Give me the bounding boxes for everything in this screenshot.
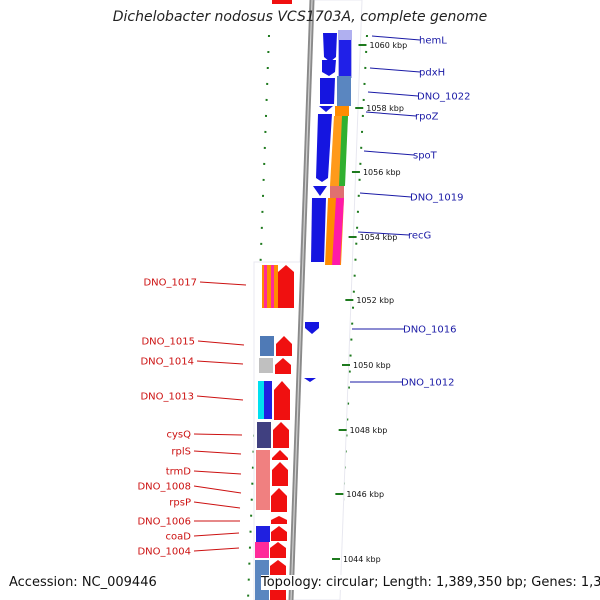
- kbp-label: 1058 kbp: [366, 104, 404, 113]
- gene-label-DNO_1022: DNO_1022: [417, 92, 471, 103]
- gene-label-DNO_1014: DNO_1014: [140, 357, 194, 368]
- gene-label-rpoZ: rpoZ: [415, 112, 439, 123]
- feature-DNO_1015: [276, 336, 292, 356]
- feature-DNO_1016: [305, 322, 319, 334]
- feature-DNO_1019: [313, 186, 327, 196]
- gene-label-rplS: rplS: [171, 447, 191, 458]
- gene-label-trmD: trmD: [166, 467, 192, 478]
- leader-line: [193, 532, 240, 537]
- gene-label-recG: recG: [408, 231, 431, 242]
- gene-label-spoT: spoT: [413, 151, 438, 162]
- kbp-label: 1048 kbp: [350, 426, 388, 435]
- gene-label-DNO_1017: DNO_1017: [143, 278, 197, 289]
- leader-line: [193, 450, 242, 455]
- feature-DNO_1014: [275, 358, 291, 374]
- leader-line: [359, 192, 412, 198]
- gene-label-DNO_1008: DNO_1008: [137, 482, 191, 493]
- feature-pdxH: [322, 60, 336, 76]
- gene-label-hemL: hemL: [419, 36, 447, 47]
- leader-line: [193, 470, 242, 475]
- feature-rpoZ: [319, 106, 333, 112]
- gene-label-coaD: coaD: [166, 532, 192, 543]
- feature-rpsP: [271, 516, 287, 524]
- leader-line: [369, 67, 421, 73]
- leader-line: [367, 91, 419, 97]
- feature-DNO_1012: [304, 378, 316, 382]
- leader-line: [193, 433, 243, 436]
- leader-line: [196, 395, 244, 401]
- feature-spoT: [316, 114, 332, 182]
- gene-label-DNO_1012: DNO_1012: [401, 378, 455, 389]
- leader-line: [365, 111, 417, 117]
- feature-coaD: [270, 542, 286, 558]
- feature-hemL: [323, 33, 337, 62]
- gene-label-DNO_1004: DNO_1004: [137, 547, 191, 558]
- gene-label-DNO_1019: DNO_1019: [410, 193, 464, 204]
- gene-labels-left: DNO_1017 DNO_1015 DNO_1014 DNO_1013 cysQ rplS…: [137, 278, 247, 558]
- leader-line: [193, 547, 240, 552]
- gene-label-DNO_1006: DNO_1006: [137, 517, 191, 528]
- kbp-label: 1056 kbp: [363, 168, 401, 177]
- kbp-label: 1054 kbp: [360, 233, 398, 242]
- feature-DNO_1008: [271, 488, 287, 512]
- leader-line: [199, 281, 247, 286]
- gene-label-DNO_1013: DNO_1013: [140, 392, 194, 403]
- kbp-label: 1050 kbp: [353, 361, 391, 370]
- left-strand-features: [255, 0, 294, 600]
- leader-line: [197, 340, 245, 346]
- feature-DNO_1006: [271, 526, 287, 541]
- gene-labels-right: hemL pdxH DNO_1022 rpoZ spoT DNO_1019 recG DNO_…: [350, 36, 471, 389]
- feature-trmD: [272, 462, 288, 486]
- genome-backbone: [288, 0, 315, 600]
- right-strand-features: [304, 30, 352, 382]
- leader-line: [196, 360, 244, 365]
- kbp-label: 1044 kbp: [343, 555, 381, 564]
- gene-label-cysQ: cysQ: [167, 430, 192, 441]
- feature-recG: [311, 198, 326, 262]
- accession-text: Accession: NC_009446: [9, 575, 157, 590]
- kbp-label: 1060 kbp: [369, 41, 407, 50]
- kbp-label: 1052 kbp: [356, 296, 394, 305]
- kbp-scale: 1060 kbp 1058 kbp 1056 kbp 1054 kbp 1052 kbp…: [332, 41, 407, 564]
- gene-label-DNO_1016: DNO_1016: [403, 325, 457, 336]
- gene-label-DNO_1015: DNO_1015: [141, 337, 195, 348]
- kbp-label: 1046 kbp: [346, 490, 384, 499]
- leader-line: [371, 35, 421, 41]
- feature-DNO_1017: [278, 265, 294, 308]
- feature-rplS: [272, 450, 288, 460]
- leader-line: [193, 485, 242, 494]
- feature-DNO_1013: [274, 381, 290, 420]
- feature-cysQ: [273, 422, 289, 448]
- gene-label-rpsP: rpsP: [169, 498, 191, 509]
- gene-label-pdxH: pdxH: [419, 68, 445, 79]
- feature-DNO_1022: [320, 78, 335, 104]
- genome-summary-text: Topology: circular; Length: 1,389,350 bp…: [261, 575, 600, 590]
- page-title: Dichelobacter nodosus VCS1703A, complete…: [112, 9, 488, 25]
- leader-line: [363, 150, 415, 156]
- leader-line: [357, 231, 410, 236]
- leader-line: [193, 501, 241, 509]
